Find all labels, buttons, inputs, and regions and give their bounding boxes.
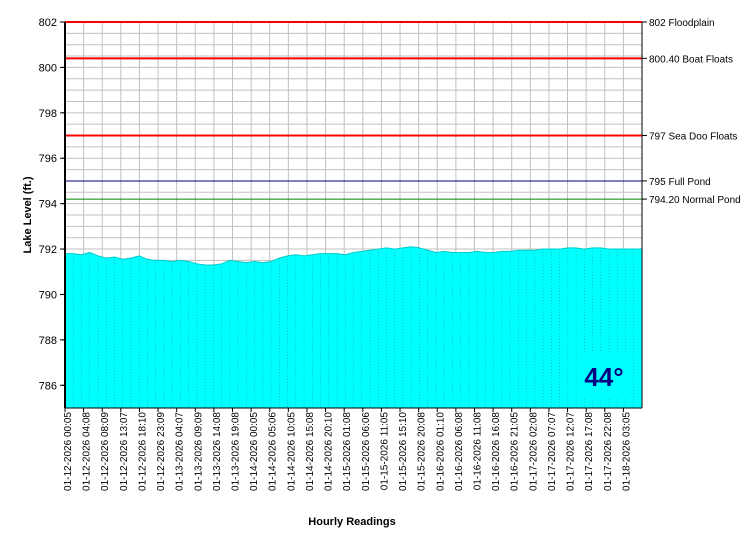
reference-line-label: 795 Full Pond (649, 177, 711, 188)
x-tick-label: 01-17-2026 07:07 (547, 412, 558, 491)
x-tick-label: 01-13-2026 19:08 (231, 412, 242, 491)
temperature-badge (577, 353, 631, 399)
axes (64, 22, 643, 409)
y-tick-label: 802 (39, 17, 57, 29)
x-tick-label: 01-17-2026 17:08 (584, 412, 595, 491)
x-tick-label: 01-12-2026 08:09 (100, 412, 111, 491)
x-tick-label: 01-12-2026 04:08 (82, 412, 93, 491)
x-tick-label: 01-13-2026 09:09 (193, 412, 204, 491)
x-tick-label: 01-16-2026 11:08 (472, 412, 483, 491)
x-tick-label: 01-13-2026 14:08 (212, 412, 223, 491)
reference-line-label: 800.40 Boat Floats (649, 54, 733, 65)
x-tick-label: 01-15-2026 01:08 (342, 412, 353, 491)
x-tick-label: 01-17-2026 02:08 (528, 412, 539, 491)
x-tick-label: 01-16-2026 06:08 (454, 412, 465, 491)
x-tick-label: 01-15-2026 20:08 (417, 412, 428, 491)
reference-line-label: 797 Sea Doo Floats (649, 132, 737, 143)
reference-line-label: 794.20 Normal Pond (649, 195, 741, 206)
x-tick-label: 01-13-2026 04:07 (175, 412, 186, 491)
x-tick-label: 01-15-2026 11:05 (379, 412, 390, 491)
reference-line-label: 802 Floodplain (649, 18, 715, 29)
x-tick-label: 01-12-2026 23:09 (156, 412, 167, 491)
x-tick-label: 01-16-2026 01:10 (435, 412, 446, 491)
x-tick-label: 01-14-2026 15:08 (305, 412, 316, 491)
y-tick-label: 800 (39, 62, 57, 74)
x-tick-label: 01-14-2026 00:05 (249, 412, 260, 491)
x-tick-label: 01-17-2026 12:07 (566, 412, 577, 491)
x-tick-labels: 01-12-2026 00:05 01-12-2026 04:08 01-12-20… (63, 408, 632, 491)
y-tick-label: 794 (39, 199, 57, 211)
x-tick-label: 01-16-2026 16:08 (491, 412, 502, 491)
x-axis-title: Hourly Readings (308, 516, 395, 528)
area-layer (64, 246, 643, 408)
y-tick-label: 790 (39, 289, 57, 301)
lake-level-line (65, 246, 642, 266)
x-tick-label: 01-14-2026 05:06 (268, 412, 279, 491)
lake-level-area (65, 246, 642, 408)
x-tick-label: 01-12-2026 18:10 (137, 412, 148, 491)
y-tick-label: 796 (39, 153, 57, 165)
y-tick-label: 798 (39, 108, 57, 120)
x-tick-label: 01-14-2026 10:05 (286, 412, 297, 491)
y-tick-label: 786 (39, 380, 57, 392)
reference-lines (65, 21, 647, 200)
y-tick-labels: 786 788 790 792 794 796 798 800 802 (39, 17, 65, 392)
x-tick-label: 01-12-2026 13:07 (119, 412, 130, 491)
x-tick-label: 01-15-2026 06:06 (361, 412, 372, 491)
x-tick-label: 01-12-2026 00:05 (63, 412, 74, 491)
x-tick-label: 01-16-2026 21:05 (510, 412, 521, 491)
y-tick-label: 792 (39, 244, 57, 256)
y-tick-label: 788 (39, 335, 57, 347)
x-tick-label: 01-18-2026 03:05 (621, 412, 632, 491)
reference-line-labels: 802 Floodplain 800.40 Boat Floats 797 Sea … (649, 18, 741, 206)
temperature-value: 44° (584, 362, 623, 392)
x-tick-label: 01-17-2026 22:08 (603, 412, 614, 491)
x-tick-label: 01-15-2026 15:10 (398, 412, 409, 491)
y-axis-title: Lake Level (ft.) (22, 176, 34, 253)
x-tick-label: 01-14-2026 20:10 (324, 412, 335, 491)
